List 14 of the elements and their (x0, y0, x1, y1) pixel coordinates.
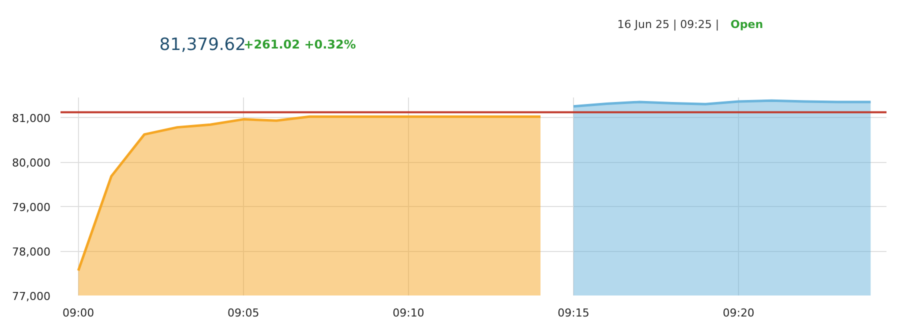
text: 16 Jun 25 | 09:25 | (617, 18, 720, 31)
x-tick-label: 09:10 (392, 306, 424, 320)
x-tick-label: 09:15 (558, 306, 590, 320)
y-tick-label: 79,000 (12, 201, 51, 214)
chart-title: 81,379.62 (159, 35, 246, 55)
y-tick-label: 80,000 (12, 156, 51, 170)
y-tick-label: 81,000 (12, 112, 51, 126)
x-tick-label: 09:05 (228, 306, 260, 320)
x-tick-label: 09:20 (722, 306, 754, 320)
x-tick-label: 09:00 (62, 306, 94, 320)
y-tick-label: 77,000 (12, 290, 51, 303)
chart-subtitle: +261.02 +0.32% (244, 38, 356, 52)
text: Open (730, 18, 764, 31)
y-tick-label: 78,000 (12, 246, 51, 259)
